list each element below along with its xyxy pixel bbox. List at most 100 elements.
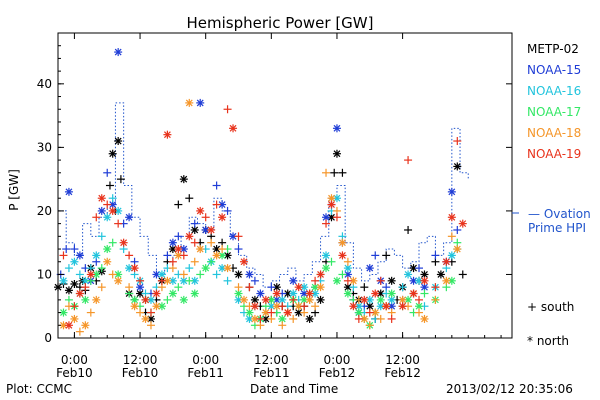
north-point — [371, 308, 380, 317]
x-tick-date-label: Feb12 — [319, 366, 356, 380]
north-point — [81, 321, 90, 330]
north-point — [168, 276, 177, 285]
south-point — [343, 257, 352, 266]
plot-frame — [57, 32, 513, 339]
south-point — [179, 251, 188, 260]
north-point — [420, 314, 429, 323]
y-tick-label: 30 — [37, 140, 52, 154]
south-point — [330, 168, 339, 177]
north-point — [322, 251, 331, 260]
south-point — [431, 295, 440, 304]
legend-entry: NOAA-15 — [527, 63, 581, 77]
south-point — [289, 295, 298, 304]
legend-entry: NOAA-19 — [527, 147, 581, 161]
north-point — [196, 206, 205, 215]
south-point — [343, 276, 352, 285]
south-point — [365, 321, 374, 330]
north-point — [103, 245, 112, 254]
south-point — [327, 257, 336, 266]
north-point — [371, 289, 380, 298]
north-point — [453, 162, 462, 171]
south-point — [136, 308, 145, 317]
north-point — [141, 295, 150, 304]
south-point — [415, 264, 424, 273]
north-point — [398, 302, 407, 311]
north-point — [64, 187, 73, 196]
x-tick-time-label: 0:00 — [323, 353, 350, 367]
south-point — [174, 200, 183, 209]
north-point — [376, 295, 385, 304]
plot-timestamp: 2013/02/12 20:35:06 — [446, 382, 573, 396]
ovation-hpi-line — [58, 102, 469, 288]
marker-legend: + south * north — [527, 300, 574, 348]
south-point — [105, 181, 114, 190]
south-point — [223, 105, 232, 114]
south-point — [332, 213, 341, 222]
south-point — [278, 321, 287, 330]
north-point — [300, 283, 309, 292]
y-tick-label: 10 — [37, 267, 52, 281]
north-point — [75, 289, 84, 298]
south-point — [86, 308, 95, 317]
x-tick-date-label: Feb10 — [122, 366, 159, 380]
south-point — [311, 276, 320, 285]
south-point — [196, 270, 205, 279]
north-point — [108, 206, 117, 215]
north-point — [404, 270, 413, 279]
south-point — [190, 257, 199, 266]
north-point — [322, 264, 331, 273]
north-point — [201, 264, 210, 273]
south-point — [398, 283, 407, 292]
south-point — [108, 194, 117, 203]
south-point — [311, 302, 320, 311]
north-point — [168, 289, 177, 298]
south-point — [212, 200, 221, 209]
north-point — [114, 206, 123, 215]
x-tick-time-label: 0:00 — [192, 353, 219, 367]
south-point — [338, 270, 347, 279]
north-point — [332, 124, 341, 133]
north-point — [338, 251, 347, 260]
x-tick-time-label: 0:00 — [61, 353, 88, 367]
south-point — [70, 245, 79, 254]
south-point — [431, 283, 440, 292]
north-point — [305, 289, 314, 298]
south-point — [163, 251, 172, 260]
north-point — [294, 283, 303, 292]
north-point — [332, 276, 341, 285]
north-point — [92, 251, 101, 260]
south-point — [360, 283, 369, 292]
north-point — [223, 264, 232, 273]
north-point — [409, 264, 418, 273]
south-point — [207, 257, 216, 266]
south-point — [146, 308, 155, 317]
south-point — [267, 308, 276, 317]
north-point — [327, 200, 336, 209]
south-point — [62, 245, 71, 254]
south-point — [371, 251, 380, 260]
north-point — [70, 279, 79, 288]
south-point — [185, 264, 194, 273]
north-point — [365, 295, 374, 304]
south-point — [185, 194, 194, 203]
south-point — [168, 257, 177, 266]
south-point — [267, 283, 276, 292]
y-tick-label: 0 — [44, 331, 52, 345]
south-point — [92, 213, 101, 222]
south-point — [415, 308, 424, 317]
x-tick-date-label: Feb11 — [187, 366, 224, 380]
north-point — [442, 276, 451, 285]
south-point — [431, 251, 440, 260]
legend-south-marker: + south — [527, 300, 574, 314]
south-point — [250, 276, 259, 285]
north-point — [250, 302, 259, 311]
north-point — [447, 213, 456, 222]
south-point — [75, 270, 84, 279]
north-point — [179, 295, 188, 304]
north-point — [130, 302, 139, 311]
north-point — [64, 286, 73, 295]
north-point — [245, 270, 254, 279]
north-point — [272, 302, 281, 311]
south-point — [97, 232, 106, 241]
